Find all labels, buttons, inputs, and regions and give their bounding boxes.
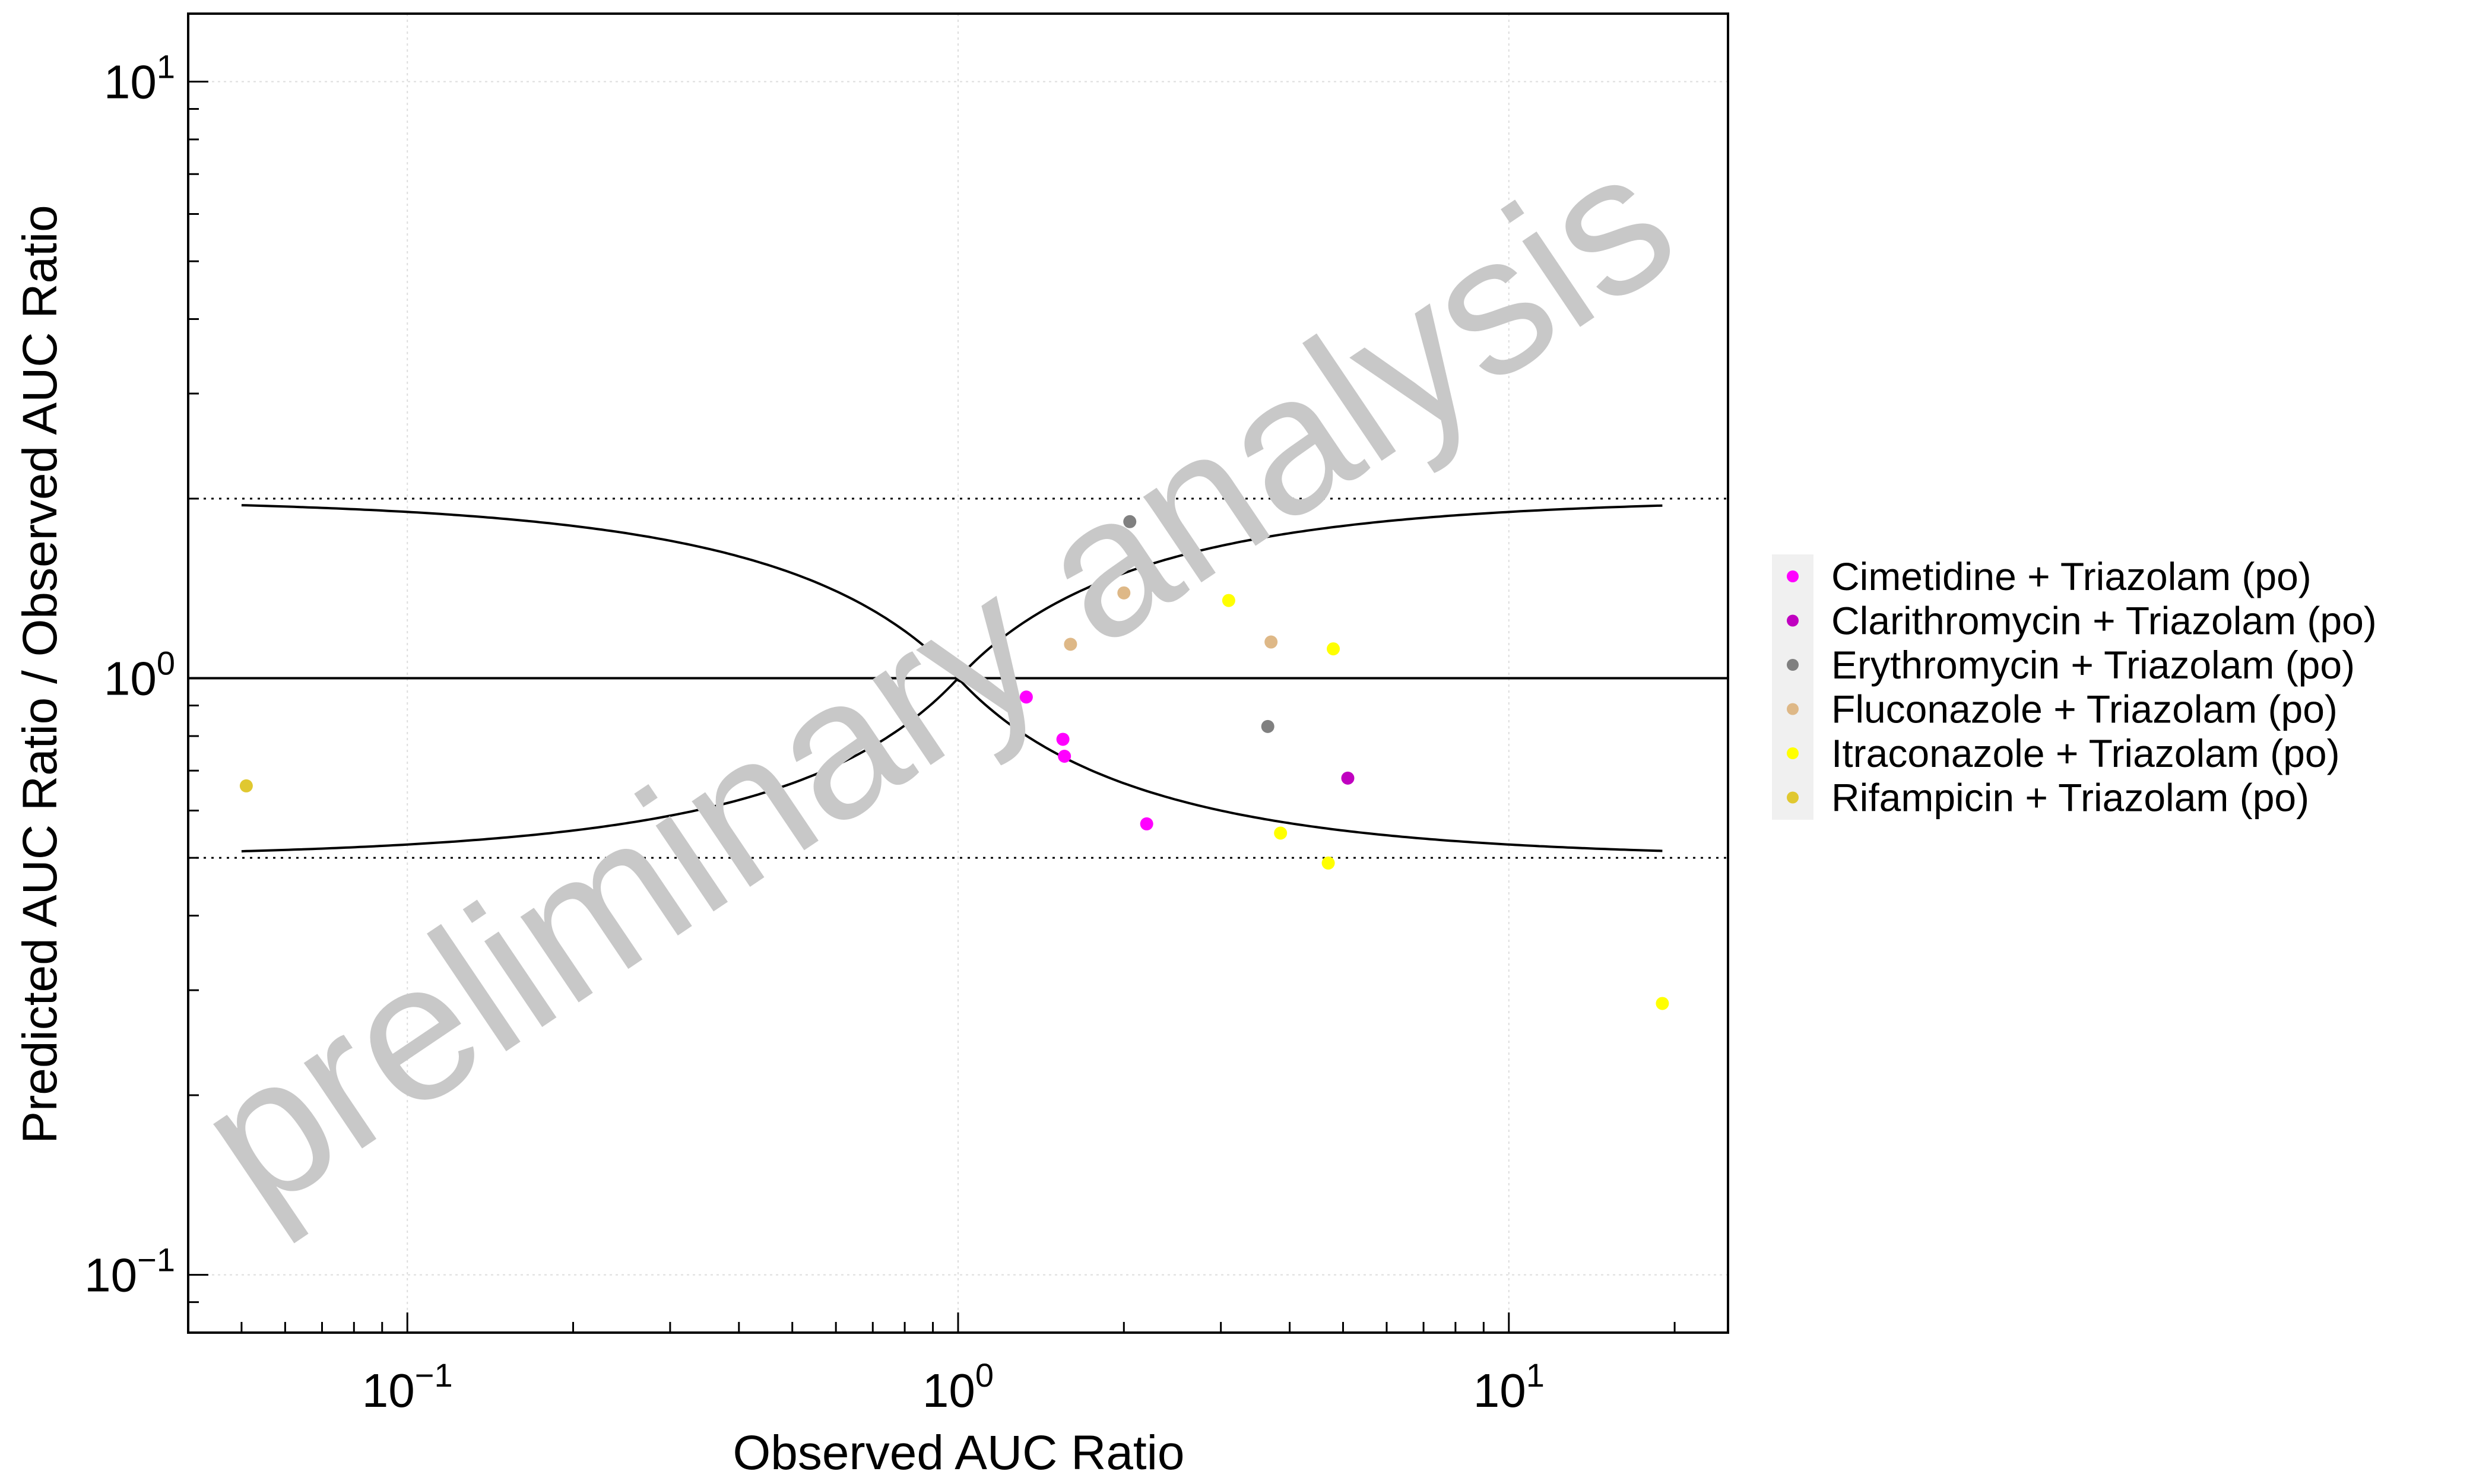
legend-label: Rifampicin + Triazolam (po) (1831, 776, 2309, 820)
x-tick-label: 101 (1473, 1356, 1545, 1417)
x-axis: 10−1 100 101 (240, 1312, 1676, 1417)
reference-lines (188, 497, 1728, 859)
data-point (1274, 826, 1288, 840)
legend-marker (1787, 614, 1799, 627)
data-point (1261, 719, 1274, 733)
data-point (1019, 690, 1033, 704)
grid (188, 14, 1728, 1333)
legend-marker (1787, 570, 1799, 582)
y-tick-label: 101 (104, 48, 175, 109)
data-point (1064, 638, 1077, 651)
legend-marker (1787, 791, 1799, 804)
data-point (1123, 515, 1137, 528)
legend-label: Itraconazole + Triazolam (po) (1831, 731, 2340, 775)
legend-marker (1787, 703, 1799, 715)
legend-marker (1787, 747, 1799, 759)
data-point (1341, 771, 1355, 785)
legend-label: Fluconazole + Triazolam (po) (1831, 687, 2338, 731)
legend: Cimetidine + Triazolam (po)Clarithromyci… (1772, 554, 2377, 820)
data-point (1327, 642, 1340, 656)
legend-label: Cimetidine + Triazolam (po) (1831, 554, 2312, 598)
x-tick-label: 10−1 (362, 1356, 453, 1417)
data-points (239, 515, 1669, 1010)
guest-upper-curve (241, 504, 1663, 678)
legend-label: Clarithromycin + Triazolam (po) (1831, 599, 2377, 643)
data-point (1117, 586, 1131, 600)
x-axis-title: Observed AUC Ratio (733, 1426, 1184, 1480)
data-point (1656, 997, 1669, 1010)
y-axis-title: Predicted AUC Ratio / Observed AUC Ratio (13, 205, 67, 1143)
y-axis: 10−1 100 101 (84, 48, 208, 1304)
legend-label: Erythromycin + Triazolam (po) (1831, 643, 2355, 687)
guest-lower-curve (241, 678, 1663, 853)
legend-marker (1787, 659, 1799, 671)
data-point (239, 779, 253, 792)
data-point (1056, 733, 1070, 746)
data-point (1058, 749, 1071, 763)
data-point (1264, 635, 1278, 649)
legend-key-background (1772, 554, 1813, 820)
data-point (1222, 594, 1235, 607)
y-tick-label: 10−1 (84, 1241, 175, 1302)
y-tick-label: 100 (104, 645, 175, 705)
x-tick-label: 100 (922, 1356, 994, 1417)
data-point (1321, 856, 1335, 870)
data-point (1140, 817, 1153, 830)
